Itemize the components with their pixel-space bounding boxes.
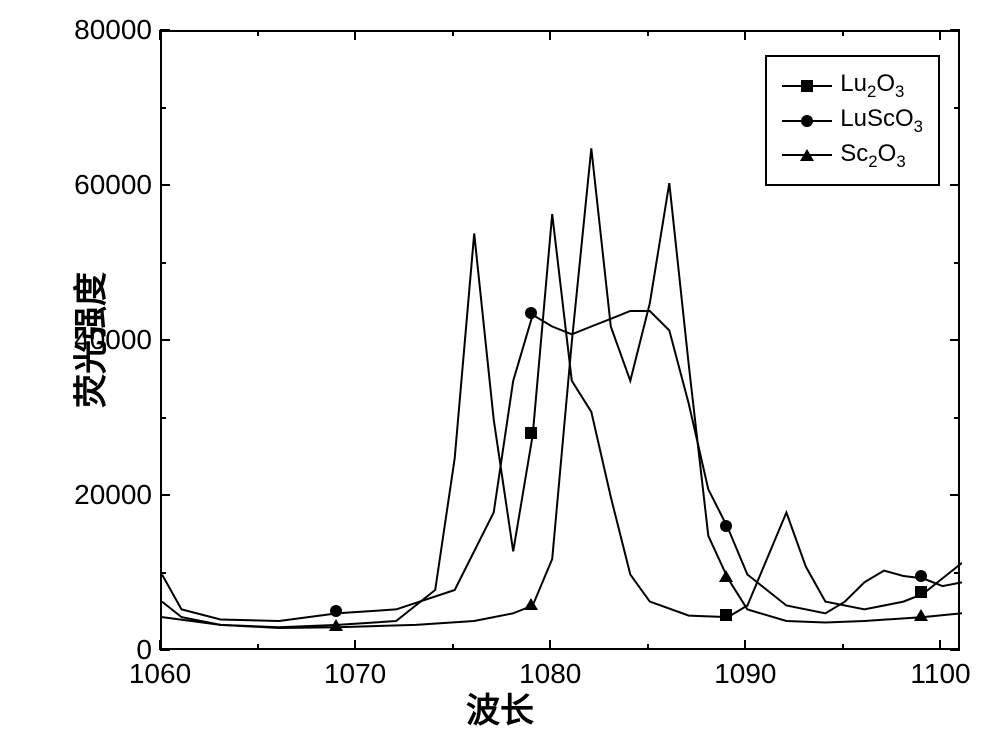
circle-marker-icon — [801, 115, 813, 127]
x-tick-label: 1070 — [324, 658, 386, 690]
x-tick-label: 1080 — [519, 658, 581, 690]
line-Sc2O3 — [162, 148, 962, 628]
marker-square-icon — [525, 427, 537, 439]
marker-triangle-icon — [914, 609, 928, 621]
marker-triangle-icon — [524, 598, 538, 610]
triangle-marker-icon — [800, 149, 814, 161]
legend-label: LuScO3 — [840, 105, 923, 137]
marker-square-icon — [720, 609, 732, 621]
legend-line — [782, 154, 832, 156]
legend-line — [782, 85, 832, 87]
marker-triangle-icon — [719, 570, 733, 582]
legend-item-sc2o3: Sc2O3 — [782, 140, 923, 172]
marker-square-icon — [915, 586, 927, 598]
legend-label: Lu2O3 — [840, 70, 904, 102]
legend-label: Sc2O3 — [840, 140, 905, 172]
x-tick-label: 1100 — [910, 658, 970, 690]
marker-circle-icon — [915, 570, 927, 582]
y-tick-label: 20000 — [74, 479, 152, 511]
legend: Lu2O3 LuScO3 Sc2O3 — [765, 55, 940, 186]
marker-circle-icon — [525, 307, 537, 319]
legend-item-lusco3: LuScO3 — [782, 105, 923, 137]
x-axis-label: 波长 — [466, 683, 534, 732]
square-marker-icon — [801, 80, 813, 92]
y-tick-label: 80000 — [74, 14, 152, 46]
line-LuScO3 — [162, 311, 962, 621]
legend-item-lu2o3: Lu2O3 — [782, 70, 923, 102]
y-tick-label: 40000 — [74, 324, 152, 356]
spectroscopy-chart: 荧光强度 波长 02000040000600008000010601070108… — [0, 0, 1000, 747]
x-tick-label: 1090 — [714, 658, 776, 690]
marker-circle-icon — [330, 605, 342, 617]
y-tick-label: 60000 — [74, 169, 152, 201]
x-tick-label: 1060 — [129, 658, 191, 690]
legend-line — [782, 120, 832, 122]
marker-circle-icon — [720, 520, 732, 532]
line-Lu2O3 — [162, 214, 962, 627]
marker-triangle-icon — [329, 619, 343, 631]
